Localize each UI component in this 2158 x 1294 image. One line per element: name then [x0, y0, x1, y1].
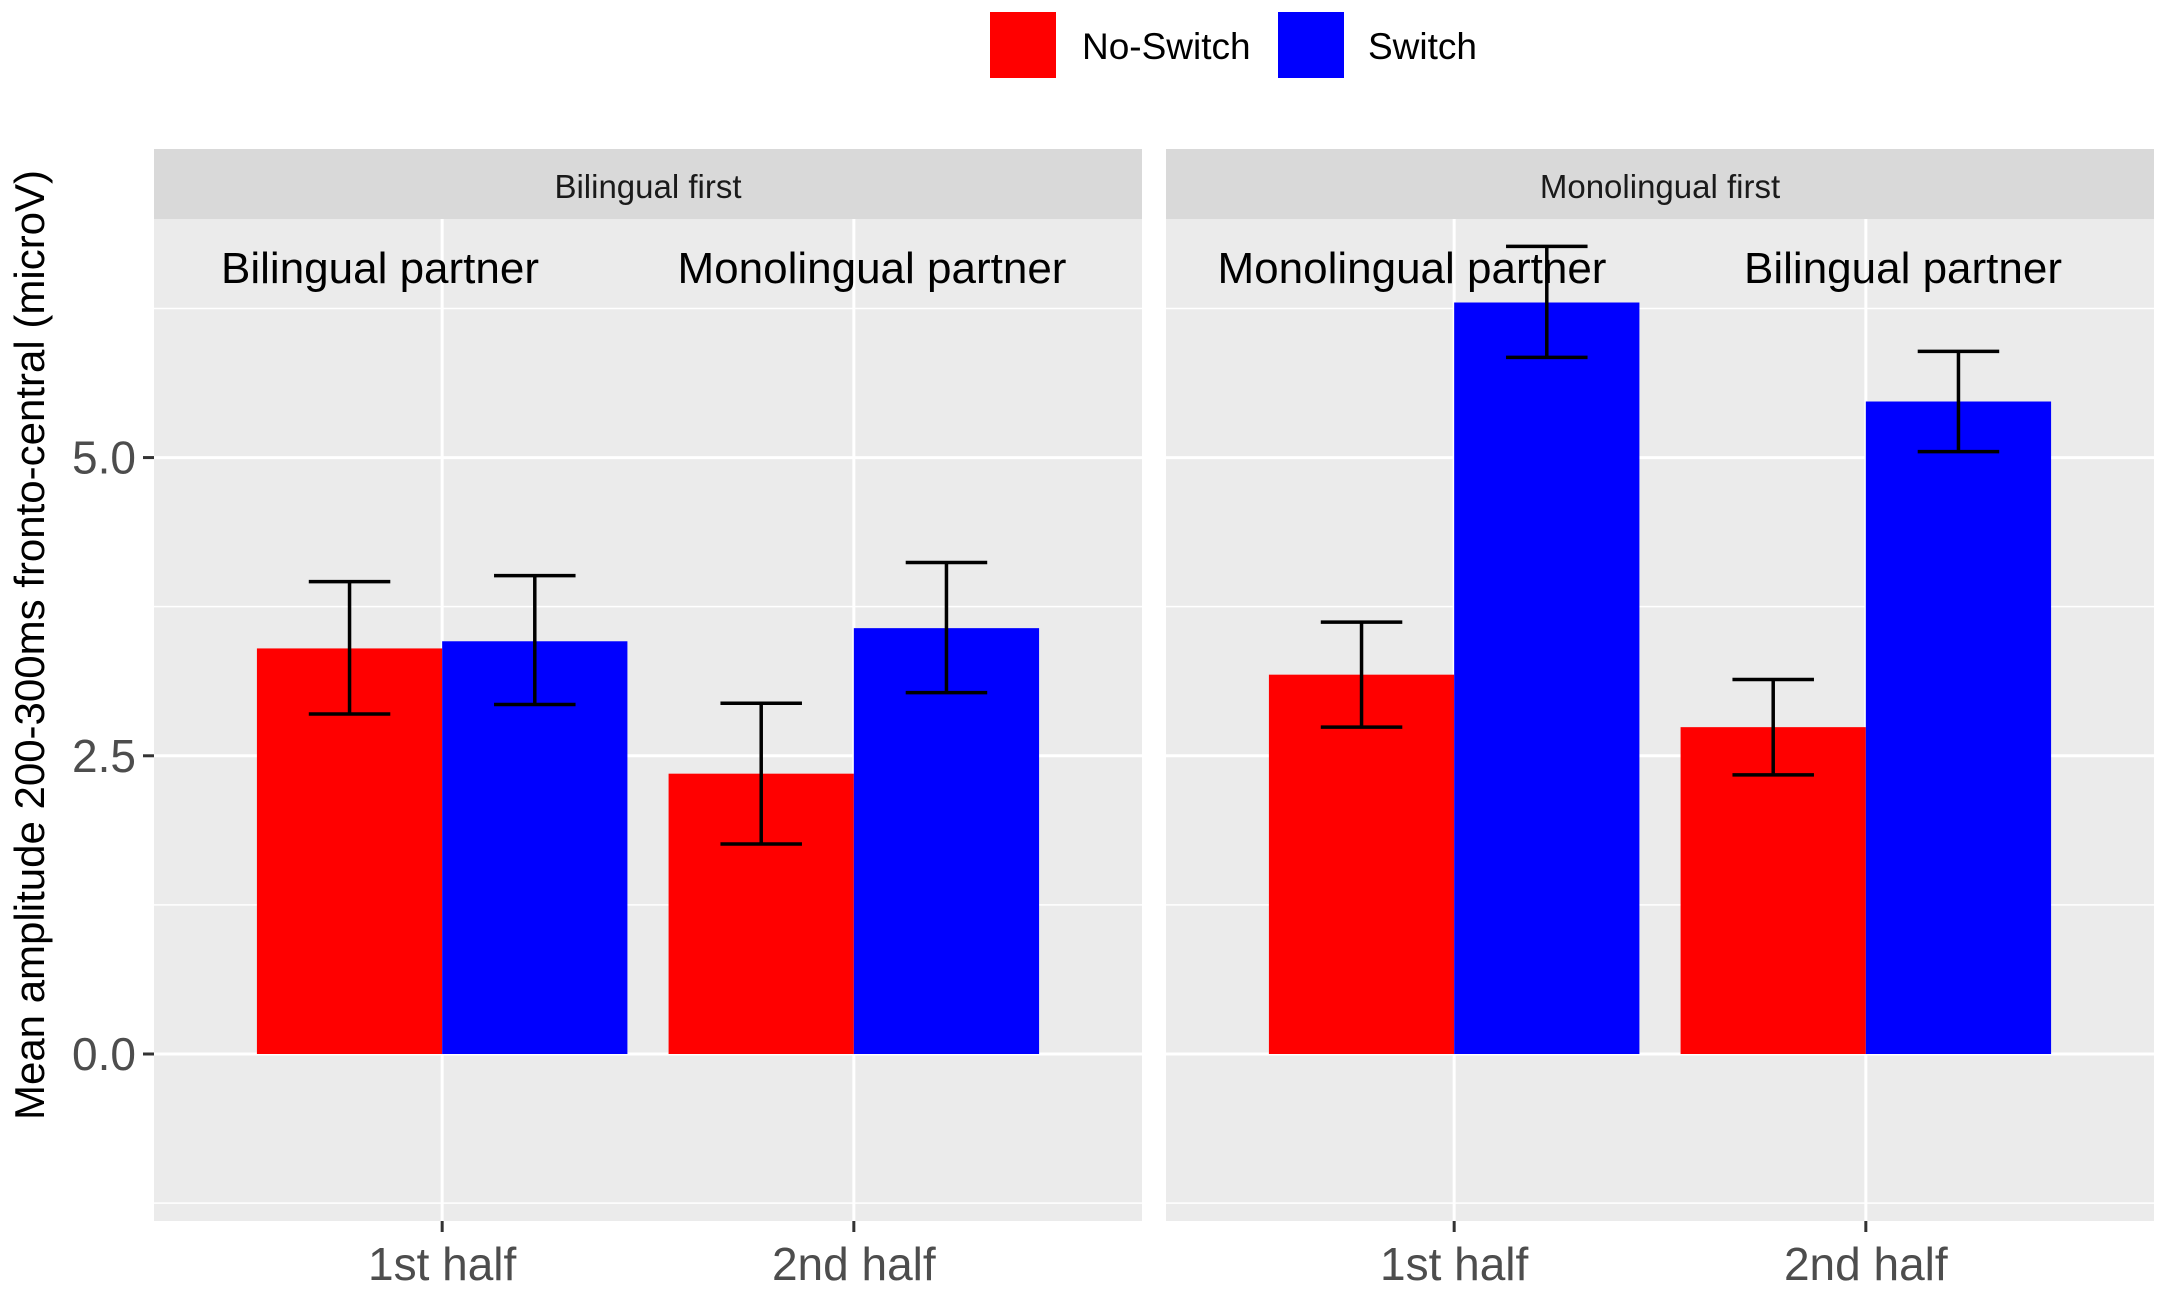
legend-label-switch: Switch — [1368, 26, 1477, 67]
panel-left-bars — [256, 628, 1040, 1054]
y-tick-label: 2.5 — [72, 730, 136, 782]
x-tick-label: 2nd half — [1784, 1238, 1948, 1290]
errorbar-no-switch-2 — [1732, 677, 1814, 777]
bar-switch-2 — [853, 628, 1040, 1054]
errorbar-switch-1 — [1506, 244, 1588, 360]
facet-title-right: Monolingual first — [1540, 168, 1780, 205]
bar-switch-1 — [442, 641, 628, 1054]
facet-strip-left-bg — [154, 149, 1142, 219]
panel-right: Monolingual partner Bilingual partner — [1166, 219, 2154, 1221]
bar-no-switch-1 — [256, 648, 443, 1054]
annotation-left-monolingual-partner: Monolingual partner — [678, 244, 1067, 293]
errorbar-no-switch-1 — [1320, 620, 1403, 729]
y-axis-title: Mean amplitude 200-300ms fronto-central … — [6, 170, 53, 1120]
panel-left-errorbars — [308, 560, 988, 846]
bar-no-switch-1 — [1268, 674, 1455, 1054]
facet-strip-left: Bilingual first — [154, 149, 1142, 219]
legend-key-switch — [1278, 12, 1344, 78]
bar-switch-2 — [1865, 401, 2052, 1054]
x-tick-label: 1st half — [368, 1238, 517, 1290]
panel-right-errorbars — [1320, 244, 2000, 777]
annotation-left-bilingual-partner: Bilingual partner — [221, 244, 539, 293]
bar-switch-1 — [1454, 302, 1640, 1054]
y-axis: 0.0 2.5 5.0 — [72, 432, 154, 1080]
legend: No-Switch Switch — [990, 12, 1477, 78]
errorbar-no-switch-2 — [720, 701, 802, 846]
facet-strip-right: Monolingual first — [1166, 149, 2154, 219]
errorbar-switch-2 — [1917, 349, 2000, 454]
facet-strip-right-bg — [1166, 149, 2154, 219]
x-axis: 1st half 2nd half 1st half 2nd half — [368, 1221, 1948, 1290]
errorbar-switch-1 — [494, 573, 576, 707]
panel-right-bars — [1268, 302, 2052, 1054]
x-tick-label: 1st half — [1380, 1238, 1529, 1290]
errorbar-no-switch-1 — [308, 579, 391, 716]
legend-label-no-switch: No-Switch — [1082, 26, 1251, 67]
bar-no-switch-2 — [1680, 727, 1866, 1054]
annotation-right-bilingual-partner: Bilingual partner — [1744, 244, 2062, 293]
panel-left: Bilingual partner Monolingual partner — [154, 219, 1142, 1221]
facet-title-left: Bilingual first — [554, 168, 741, 205]
y-tick-label: 5.0 — [72, 432, 136, 484]
legend-key-no-switch — [990, 12, 1056, 78]
x-tick-label: 2nd half — [772, 1238, 936, 1290]
errorbar-switch-2 — [905, 560, 988, 695]
y-tick-label: 0.0 — [72, 1028, 136, 1080]
annotation-right-monolingual-partner: Monolingual partner — [1218, 244, 1607, 293]
